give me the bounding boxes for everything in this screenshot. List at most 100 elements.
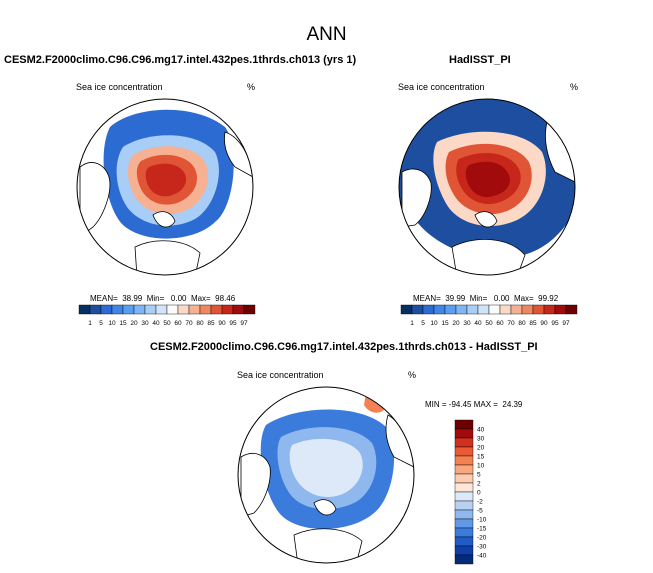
- colorbar-1-tick-label: 80: [196, 320, 204, 327]
- colorbar-3-tick-label: 5: [477, 472, 481, 479]
- panel1-colorbar: 1 5 10 15 20 30 40 50 60 70 80 85 90 95 97: [78, 304, 256, 327]
- colorbar-1-tick-label: 30: [141, 320, 149, 327]
- panel3-diff-inner: [289, 438, 363, 498]
- panel3-stats: MIN = -94.45 MAX = 24.39: [425, 400, 523, 409]
- panel3-case-title: CESM2.F2000climo.C96.C96.mg17.intel.432p…: [150, 341, 538, 353]
- colorbar-2-swatch-11: [521, 304, 534, 315]
- panel2-map-border: [398, 98, 576, 276]
- colorbar-3-tick-label: -2: [477, 499, 483, 506]
- colorbar-3-tick-label: 10: [477, 463, 485, 470]
- colorbar-3-swatch-15: [454, 554, 474, 565]
- panel2-polar-map: [398, 98, 576, 276]
- colorbar-3-swatch-0: [454, 419, 474, 430]
- colorbar-2-swatch-12: [532, 304, 545, 315]
- colorbar-1-tick-label: 10: [108, 320, 116, 327]
- colorbar-2-swatch-10: [510, 304, 523, 315]
- colorbar-1-tick-label: 85: [207, 320, 215, 327]
- panel3-map-border: [237, 386, 415, 564]
- colorbar-2-tick-label: 40: [474, 320, 482, 327]
- panel2-variable-label: Sea ice concentration: [398, 82, 485, 92]
- panel1-coastline-d: [152, 211, 176, 228]
- colorbar-1-tick-label: 50: [163, 320, 171, 327]
- colorbar-3-tick-label: -30: [477, 544, 487, 551]
- colorbar-2-swatch-4: [444, 304, 457, 315]
- panel1-coastline-a: [79, 162, 111, 238]
- colorbar-1-swatch-0: [78, 304, 91, 315]
- colorbar-2-swatch-2: [422, 304, 435, 315]
- colorbar-3-tick-label: -20: [477, 535, 487, 542]
- colorbar-1-tick-label: 60: [174, 320, 182, 327]
- colorbar-3-swatch-8: [454, 491, 474, 502]
- panel2-colorbar: 1 5 10 15 20 30 40 50 60 70 80 85 90 95 97: [400, 304, 578, 327]
- colorbar-1-swatch-2: [100, 304, 113, 315]
- colorbar-1-tick-label: 1: [88, 320, 92, 327]
- colorbar-3-swatch-14: [454, 545, 474, 556]
- colorbar-3-tick-label: -5: [477, 508, 483, 515]
- colorbar-2-tick-label: 70: [507, 320, 515, 327]
- colorbar-3-tick-label: 0: [477, 490, 481, 497]
- colorbar-1-swatch-9: [177, 304, 190, 315]
- colorbar-3-swatch-2: [454, 437, 474, 448]
- colorbar-3-swatch-1: [454, 428, 474, 439]
- panel1-stats: MEAN= 38.99 Min= 0.00 Max= 98.46: [90, 294, 236, 303]
- colorbar-2-tick-label: 15: [441, 320, 449, 327]
- colorbar-1-tick-label: 20: [130, 320, 138, 327]
- colorbar-2-swatch-0: [400, 304, 413, 315]
- panel2-stats: MEAN= 39.99 Min= 0.00 Max= 99.92: [413, 294, 559, 303]
- colorbar-3-swatch-12: [454, 527, 474, 538]
- colorbar-3-swatch-11: [454, 518, 474, 529]
- colorbar-3-swatch-10: [454, 509, 474, 520]
- colorbar-2-swatch-1: [411, 304, 424, 315]
- colorbar-1-swatch-4: [122, 304, 135, 315]
- colorbar-2-swatch-5: [455, 304, 468, 315]
- colorbar-3-swatch-9: [454, 500, 474, 511]
- colorbar-3-swatch-6: [454, 473, 474, 484]
- colorbar-2-swatch-9: [499, 304, 512, 315]
- panel2-case-title: HadISST_PI: [449, 54, 511, 66]
- colorbar-2-tick-label: 95: [551, 320, 559, 327]
- colorbar-1-swatch-8: [166, 304, 179, 315]
- colorbar-2-swatch-3: [433, 304, 446, 315]
- colorbar-3-swatch-13: [454, 536, 474, 547]
- panel3-polar-map: [237, 386, 415, 564]
- colorbar-3-swatch-4: [454, 455, 474, 466]
- panel1-units-label: %: [247, 82, 256, 92]
- panel1-case-title: CESM2.F2000climo.C96.C96.mg17.intel.432p…: [4, 54, 357, 66]
- colorbar-2-tick-label: 5: [421, 320, 425, 327]
- colorbar-1-tick-label: 15: [119, 320, 127, 327]
- panel1-variable-label: Sea ice concentration: [76, 82, 163, 92]
- colorbar-1-swatch-11: [199, 304, 212, 315]
- panel2-units-label: %: [570, 82, 579, 92]
- colorbar-2-tick-label: 80: [518, 320, 526, 327]
- colorbar-2-swatch-7: [477, 304, 490, 315]
- panel3-coastline-a: [240, 453, 271, 518]
- colorbar-3-tick-label: 20: [477, 445, 485, 452]
- colorbar-1-swatch-14: [232, 304, 245, 315]
- colorbar-3-tick-label: -10: [477, 517, 487, 524]
- panel1-map-border: [76, 98, 254, 276]
- colorbar-3-swatch-7: [454, 482, 474, 493]
- colorbar-1-swatch-12: [210, 304, 223, 315]
- panel3-units-label: %: [408, 370, 417, 380]
- colorbar-2-tick-label: 97: [562, 320, 570, 327]
- page-title: ANN: [306, 24, 347, 45]
- colorbar-3-tick-label: -15: [477, 526, 487, 533]
- colorbar-1-swatch-7: [155, 304, 168, 315]
- panel1-ice-center: [145, 163, 187, 197]
- colorbar-1-tick-label: 97: [240, 320, 248, 327]
- panel2-coastline-d: [474, 211, 498, 228]
- colorbar-3-swatch-5: [454, 464, 474, 475]
- panel2-ice-center: [465, 161, 510, 198]
- colorbar-2-tick-label: 90: [540, 320, 548, 327]
- colorbar-2-swatch-8: [488, 304, 501, 315]
- colorbar-2-swatch-6: [466, 304, 479, 315]
- colorbar-1-tick-label: 5: [99, 320, 103, 327]
- colorbar-1-swatch-5: [133, 304, 146, 315]
- colorbar-2-swatch-14: [554, 304, 567, 315]
- colorbar-3-swatch-3: [454, 446, 474, 457]
- colorbar-3-tick-label: 15: [477, 454, 485, 461]
- colorbar-1-tick-label: 70: [185, 320, 193, 327]
- panel3-coastline-d: [313, 499, 337, 516]
- panel3-variable-label: Sea ice concentration: [237, 370, 324, 380]
